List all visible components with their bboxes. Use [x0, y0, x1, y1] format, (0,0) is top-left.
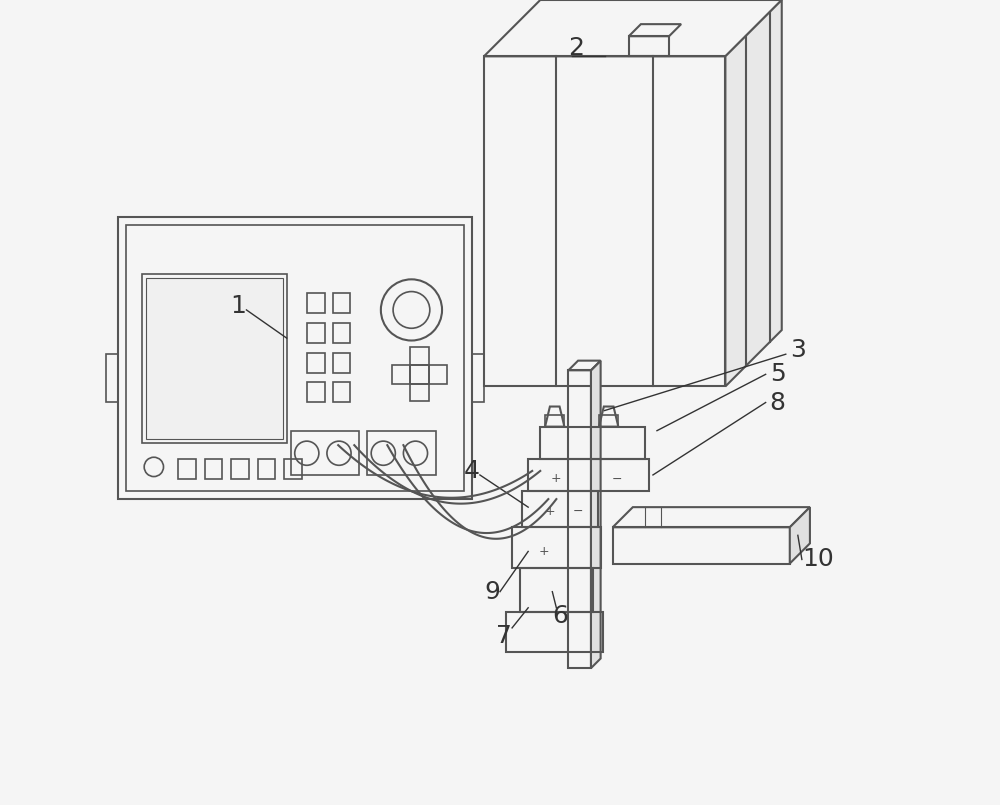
Bar	[629, 36, 669, 56]
Text: +: +	[539, 545, 550, 558]
Text: 5: 5	[770, 362, 786, 386]
Bar	[545, 415, 564, 427]
Text: −: −	[573, 505, 583, 518]
Bar	[291, 431, 359, 475]
Bar	[231, 459, 249, 479]
Text: 10: 10	[802, 547, 834, 572]
Polygon shape	[591, 361, 601, 668]
Bar	[410, 365, 429, 384]
Bar	[410, 384, 429, 402]
Bar	[599, 415, 618, 427]
Text: 3: 3	[790, 338, 806, 362]
Bar	[178, 459, 196, 479]
Bar	[126, 225, 464, 491]
Text: 8: 8	[770, 390, 786, 415]
Bar	[307, 353, 325, 373]
Bar	[522, 491, 598, 527]
Bar	[333, 293, 350, 313]
Bar	[333, 382, 350, 402]
Text: +: +	[551, 473, 562, 485]
Bar	[472, 354, 484, 402]
Bar	[512, 527, 601, 568]
Bar	[118, 217, 472, 499]
Bar	[307, 382, 325, 402]
Bar	[540, 427, 645, 459]
Bar	[484, 56, 725, 386]
Bar	[392, 365, 410, 384]
Bar	[146, 278, 283, 439]
Text: 7: 7	[496, 624, 512, 648]
Bar	[307, 323, 325, 343]
Bar	[106, 354, 118, 402]
Bar	[142, 274, 287, 443]
Bar	[520, 568, 593, 612]
Polygon shape	[725, 0, 782, 386]
Bar	[333, 353, 350, 373]
Text: 2: 2	[568, 36, 584, 60]
Bar	[613, 527, 790, 563]
Bar	[205, 459, 222, 479]
Bar	[410, 347, 429, 365]
Bar	[528, 459, 649, 491]
Bar	[429, 365, 447, 384]
Text: 6: 6	[552, 604, 568, 628]
Bar	[284, 459, 302, 479]
Text: 1: 1	[230, 294, 246, 318]
Polygon shape	[790, 507, 810, 563]
Bar	[568, 370, 591, 668]
Text: 9: 9	[484, 580, 500, 604]
Bar	[333, 323, 350, 343]
Bar	[506, 612, 603, 652]
Bar	[307, 293, 325, 313]
Text: −: −	[611, 473, 622, 485]
Bar	[367, 431, 436, 475]
Text: 4: 4	[464, 459, 480, 483]
Bar	[258, 459, 275, 479]
Text: +: +	[545, 505, 555, 518]
